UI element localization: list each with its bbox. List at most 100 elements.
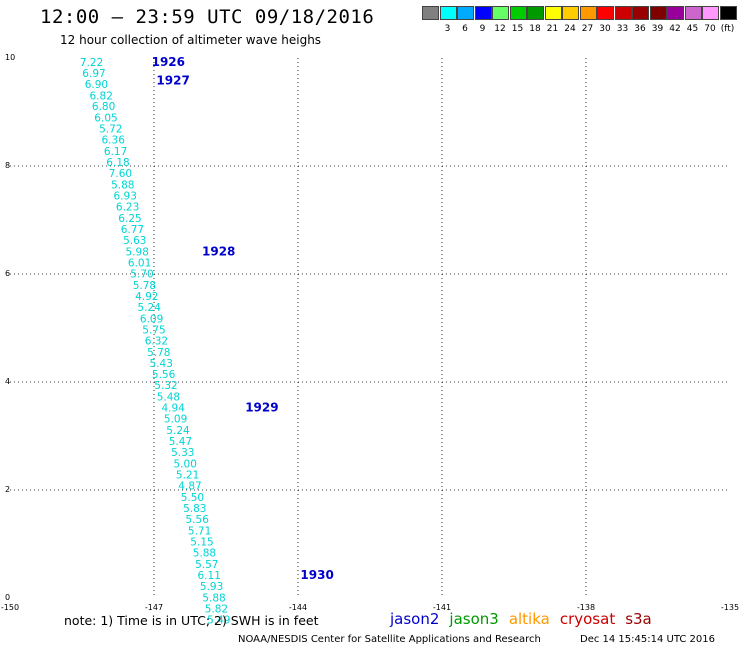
map-subtitle: 12 hour collection of altimeter wave hei…	[60, 33, 322, 47]
y-tick-label: 8	[5, 161, 10, 170]
satellite-jason3: jason3	[449, 610, 499, 628]
swh-value: 6.23	[116, 202, 139, 214]
color-swatch	[422, 6, 439, 20]
swh-value: 5.56	[152, 369, 176, 381]
orbit-labels: 1926 1927 1928 1929 1930	[152, 55, 334, 582]
color-unit-label: (ft)	[720, 24, 735, 34]
orbit-number: 1926	[152, 55, 185, 69]
y-tick-label: 10	[5, 53, 15, 62]
color-swatch	[702, 6, 719, 20]
swh-value: 5.47	[169, 436, 192, 448]
color-label: 15	[511, 24, 524, 34]
color-label: 27	[581, 24, 594, 34]
altimeter-track: 7.226.976.906.826.806.055.726.366.176.18…	[80, 57, 231, 627]
swh-value: 7.60	[109, 168, 132, 180]
color-label: 45	[686, 24, 699, 34]
swh-value: 5.72	[99, 124, 122, 136]
color-label: 30	[599, 24, 611, 34]
swh-value: 5.83	[183, 503, 206, 515]
credit-line: NOAA/NESDIS Center for Satellite Applica…	[238, 634, 541, 645]
swh-value: 5.82	[205, 603, 228, 615]
x-tick-label: -138	[577, 603, 595, 612]
map-title: 12:00 – 23:59 UTC 09/18/2016	[40, 6, 375, 28]
swh-value: 5.88	[193, 548, 216, 560]
x-tick-label: -147	[145, 603, 163, 612]
swh-value: 5.43	[150, 358, 173, 370]
swh-value: 5.88	[111, 179, 134, 191]
color-swatch	[684, 6, 702, 20]
swh-value: 6.01	[128, 258, 151, 270]
x-tick-label: -141	[433, 603, 451, 612]
swh-value: 5.98	[126, 246, 149, 258]
swh-value: 6.90	[85, 79, 108, 91]
swh-value: 4.87	[178, 481, 201, 493]
swh-value: 5.21	[176, 469, 199, 481]
swh-value: 5.32	[154, 380, 177, 392]
swh-value: 5.48	[157, 392, 180, 404]
orbit-number: 1930	[300, 568, 333, 582]
satellite-jason2: jason2	[390, 610, 440, 628]
color-swatch	[474, 6, 492, 20]
color-swatch	[649, 6, 667, 20]
color-label: 33	[616, 24, 629, 34]
color-label: 39	[651, 24, 664, 34]
swh-value: 5.50	[181, 492, 204, 504]
x-tick-label: -144	[289, 603, 307, 612]
swh-value: 6.09	[140, 313, 163, 325]
color-swatch	[527, 6, 544, 20]
color-swatch	[632, 6, 649, 20]
swh-value: 6.36	[102, 135, 126, 147]
swh-value: 5.93	[200, 581, 223, 593]
swh-value: 6.77	[121, 224, 144, 236]
swh-value: 5.63	[123, 235, 146, 247]
satellite-legend: jason2 jason3 altika cryosat s3a	[390, 610, 662, 628]
swh-value: 5.33	[171, 447, 194, 459]
swh-value: 5.78	[133, 280, 156, 292]
swh-value: 5.88	[202, 592, 225, 604]
swh-value: 7.22	[80, 57, 103, 69]
swh-value: 6.32	[145, 335, 168, 347]
color-swatch	[509, 6, 527, 20]
swh-value: 5.15	[190, 536, 213, 548]
swh-value: 6.18	[106, 157, 129, 169]
orbit-number: 1928	[202, 244, 235, 258]
color-swatch	[439, 6, 457, 20]
swh-value: 6.93	[114, 191, 137, 203]
swh-value: 5.57	[195, 559, 218, 571]
swh-value: 6.05	[94, 112, 117, 124]
swh-value: 6.11	[198, 570, 221, 582]
color-label: 9	[479, 24, 486, 34]
color-swatch	[614, 6, 632, 20]
generation-timestamp: Dec 14 15:45:14 UTC 2016	[580, 634, 715, 645]
swh-value: 5.78	[147, 347, 170, 359]
satellite-s3a: s3a	[625, 610, 652, 628]
swh-value: 5.24	[166, 425, 190, 437]
y-tick-label: 4	[5, 377, 10, 386]
y-tick-label: 2	[5, 485, 10, 494]
swh-value: 5.24	[138, 302, 162, 314]
swh-value: 5.09	[164, 414, 187, 426]
units-note: note: 1) Time is in UTC; 2) SWH is in fe…	[64, 613, 319, 628]
swh-value: 6.82	[90, 90, 113, 102]
color-swatch	[457, 6, 474, 20]
orbit-number: 1927	[156, 74, 189, 88]
swh-value: 5.49	[207, 615, 230, 627]
satellite-altika: altika	[508, 610, 550, 628]
swh-value: 6.97	[82, 68, 105, 80]
color-label: 36	[634, 24, 646, 34]
color-label: 3	[444, 24, 451, 34]
color-swatch	[597, 6, 614, 20]
y-tick-label: 0	[5, 593, 10, 602]
swh-value: 5.75	[142, 325, 165, 337]
swh-value: 6.80	[92, 101, 115, 113]
swh-value: 5.71	[188, 526, 211, 538]
swh-value: 5.00	[174, 459, 197, 471]
color-swatch	[562, 6, 579, 20]
swh-value: 4.94	[162, 402, 186, 414]
color-label: 12	[494, 24, 506, 34]
color-label: 18	[529, 24, 541, 34]
grid-lines	[10, 58, 730, 598]
color-label: 70	[704, 24, 716, 34]
color-swatch	[667, 6, 684, 20]
